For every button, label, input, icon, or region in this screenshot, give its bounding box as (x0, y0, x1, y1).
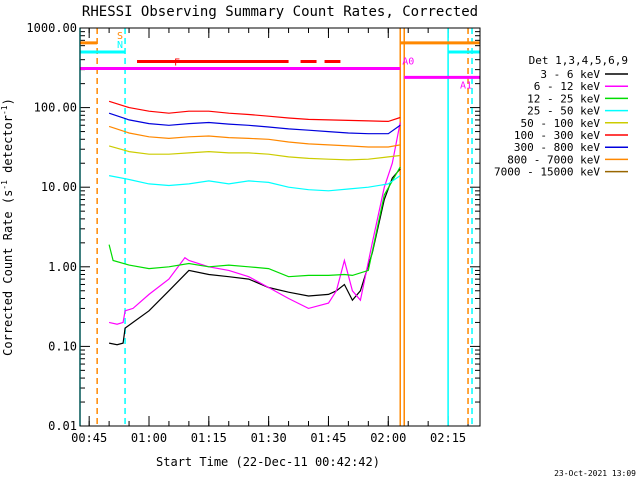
legend-label: 6 - 12 keV (534, 80, 601, 93)
y-axis-label: Corrected Count Rate (s-1 detector-1) (0, 98, 15, 356)
series-line (108, 125, 401, 148)
annotation-label: F (174, 57, 180, 68)
plot-area: 0.01 0.10 1.00 10.00 100.00 1000.00 00:45 01:00… (26, 21, 481, 445)
x-tick-label: 01:00 (131, 431, 167, 445)
y-axis-label-prefix: Corrected Count Rate (s (1, 190, 15, 356)
x-tick-label: 01:45 (310, 431, 346, 445)
series-line (108, 166, 401, 278)
y-axis-label-exp: -1 (0, 180, 9, 190)
legend-label: 300 - 800 keV (514, 141, 600, 154)
legend-title: Det 1,3,4,5,6,9 (529, 54, 628, 67)
legend-label: 100 - 300 keV (514, 129, 600, 142)
y-tick-label: 1000.00 (26, 21, 77, 35)
axis-ticks: 0.01 0.10 1.00 10.00 100.00 1000.00 00:45 01:00… (26, 21, 480, 445)
legend-label: 800 - 7000 keV (507, 153, 600, 166)
annotation-label: S (117, 31, 123, 42)
annotation-label: A0 (402, 56, 414, 67)
plot-frame (79, 27, 481, 427)
series-layer (108, 100, 401, 346)
chart-title: RHESSI Observing Summary Count Rates, Co… (82, 4, 478, 20)
legend-label: 25 - 50 keV (527, 105, 600, 118)
series-line (108, 112, 401, 135)
series-line (108, 145, 401, 161)
x-tick-label: 02:15 (430, 431, 466, 445)
annotation-label: A1 (460, 80, 472, 91)
legend-label: 12 - 25 keV (527, 92, 600, 105)
legend-label: 3 - 6 keV (540, 68, 600, 81)
y-axis-label-exp-2: -1 (0, 105, 9, 115)
x-tick-label: 02:00 (370, 431, 406, 445)
y-tick-label: 0.10 (48, 339, 77, 353)
series-line (108, 100, 401, 123)
series-line (108, 122, 401, 325)
y-axis-label-suffix: ) (1, 98, 15, 105)
series-line (108, 175, 401, 192)
x-tick-label: 01:15 (191, 431, 227, 445)
y-tick-label: 100.00 (34, 101, 77, 115)
y-axis-label-mid: detector (1, 115, 15, 180)
y-tick-label: 10.00 (41, 180, 77, 194)
x-tick-label: 01:30 (251, 431, 287, 445)
footer-date: 23-Oct-2021 13:09 (554, 469, 636, 478)
x-axis-label: Start Time (22-Dec-11 00:42:42) (156, 455, 380, 469)
x-tick-label: 00:45 (71, 431, 107, 445)
y-tick-label: 1.00 (48, 260, 77, 274)
annotation-label: N (117, 40, 123, 51)
legend-label: 7000 - 15000 keV (494, 166, 600, 179)
legend-label: 50 - 100 keV (521, 117, 601, 130)
y-tick-label: 0.01 (48, 419, 77, 433)
